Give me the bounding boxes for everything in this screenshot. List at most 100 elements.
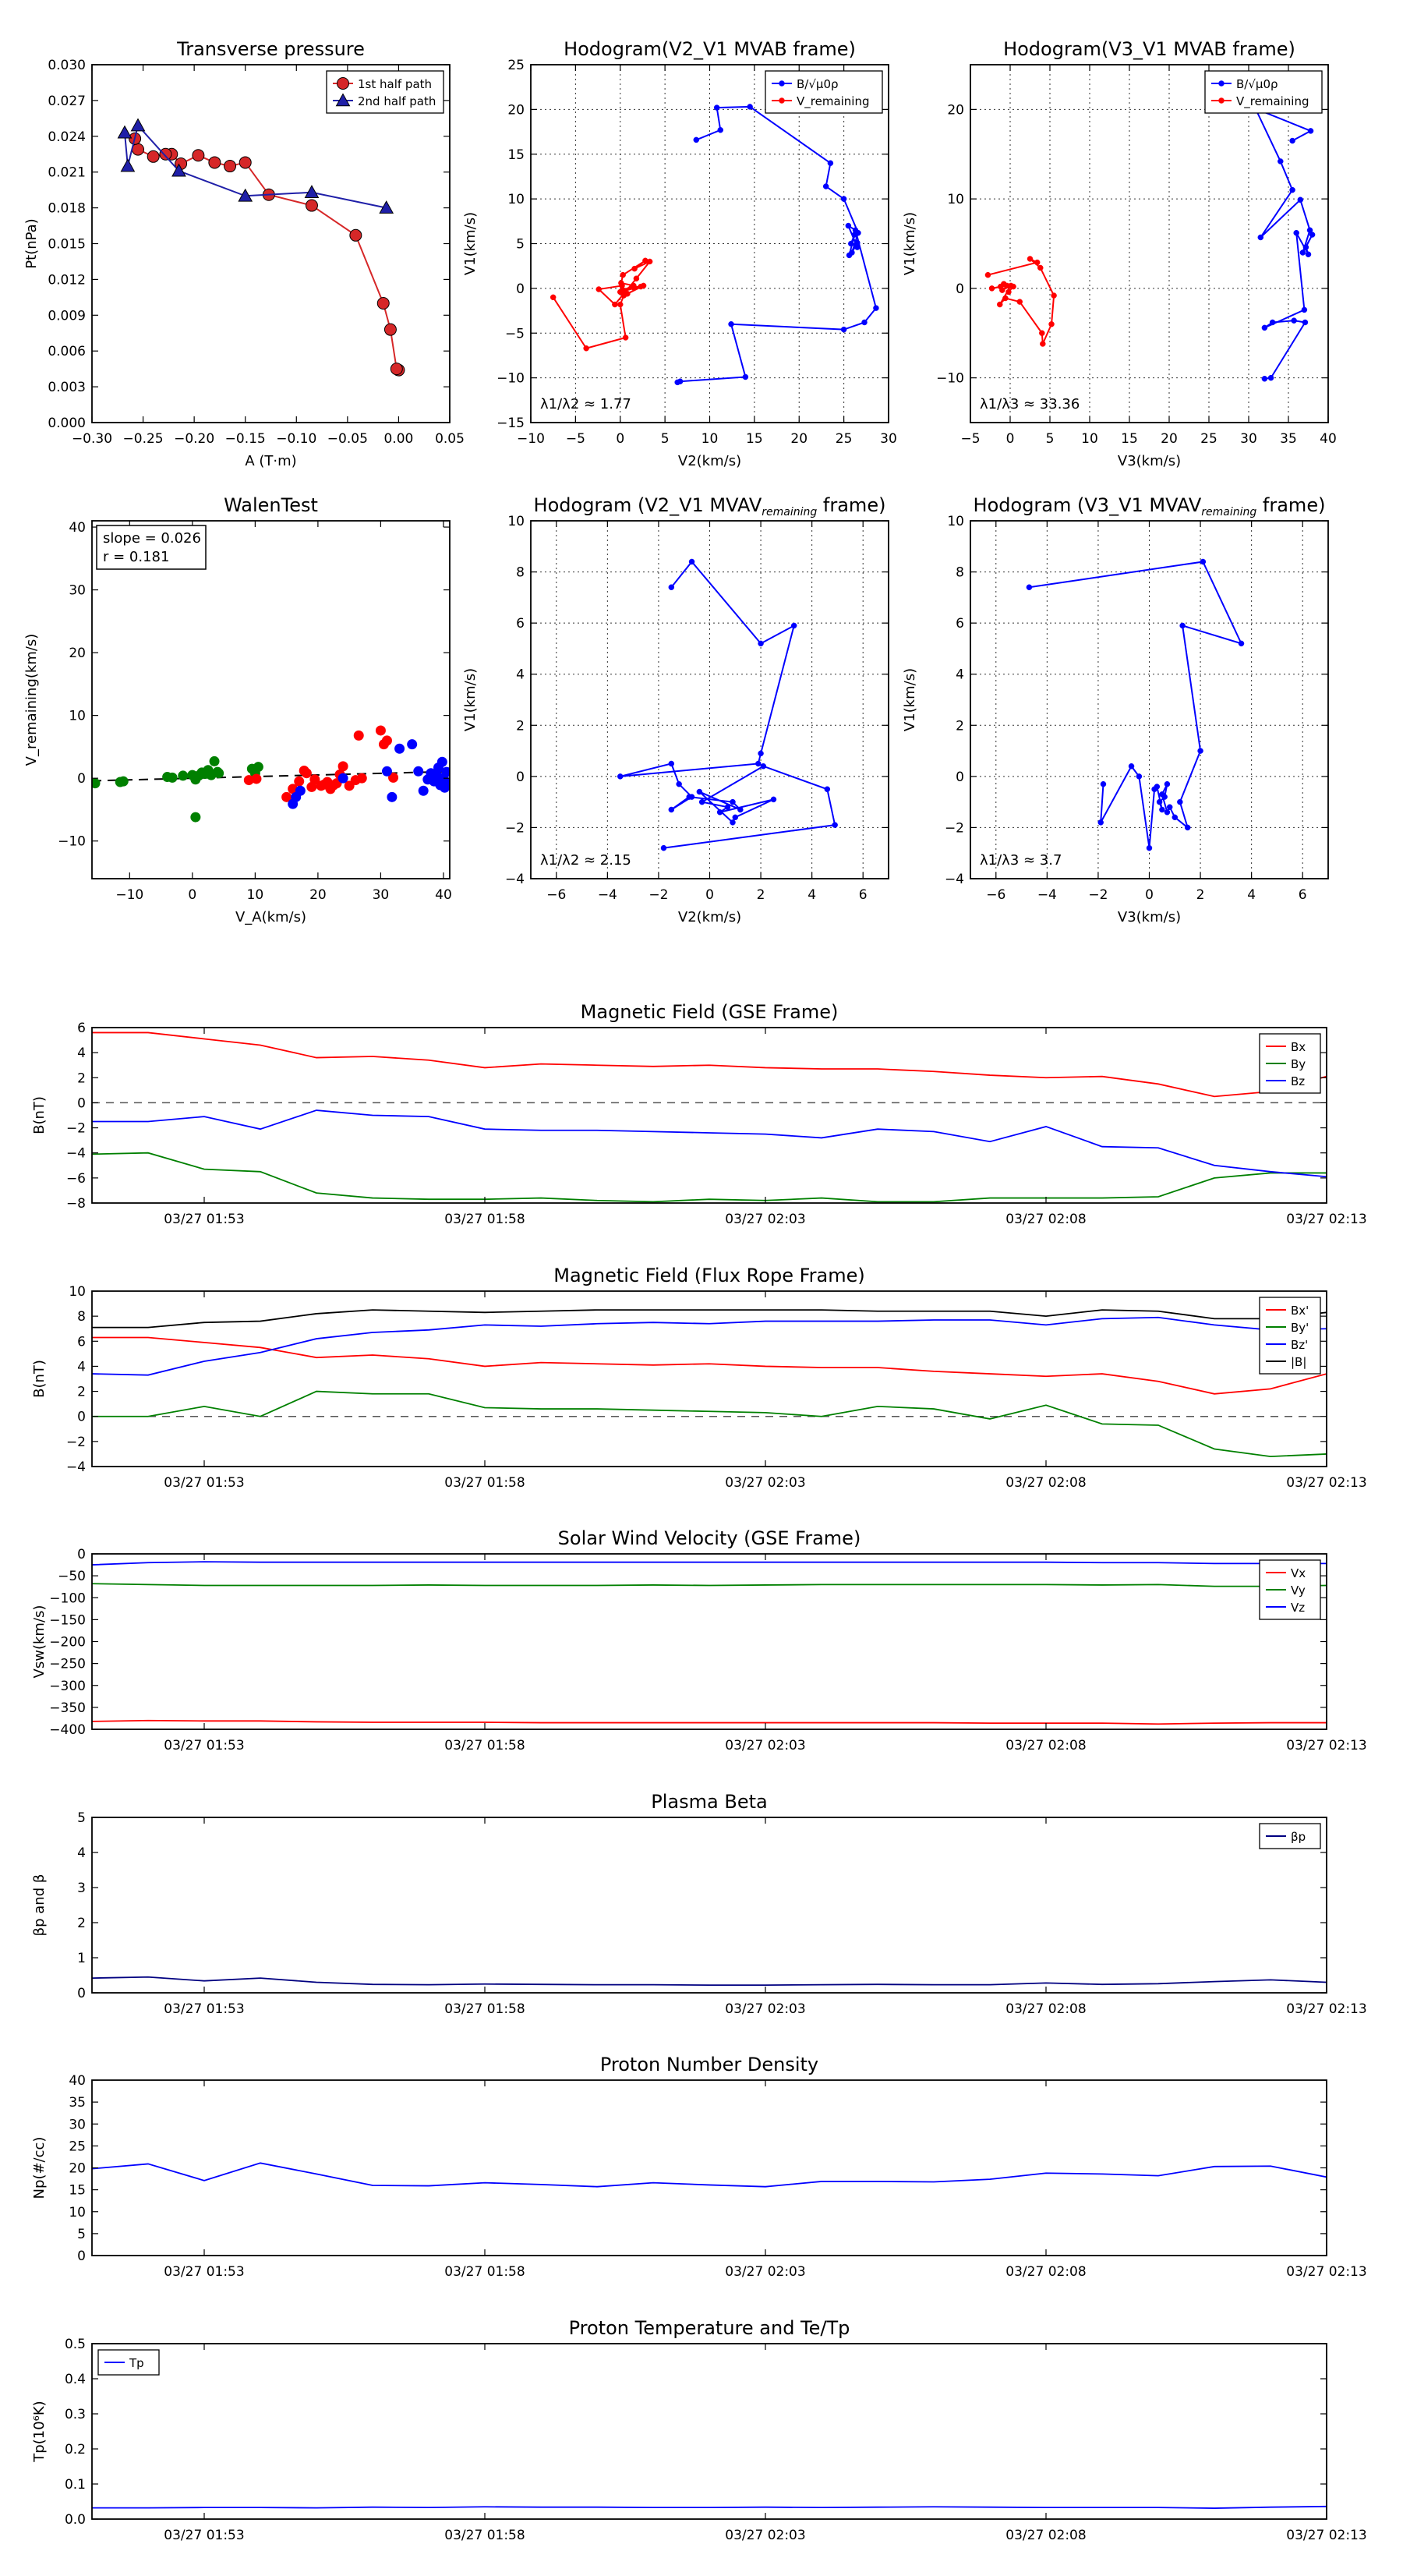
data-point <box>1166 804 1173 810</box>
data-point <box>356 773 367 784</box>
data-point <box>1269 319 1276 326</box>
data-point <box>742 373 749 380</box>
data-point <box>693 136 700 143</box>
data-point <box>1005 288 1012 295</box>
transverse-pressure-data <box>117 118 405 377</box>
x-tick-label: 03/27 02:13 <box>1286 1738 1366 1753</box>
data-point <box>1297 196 1304 203</box>
x-tick-label: 03/27 01:53 <box>164 1738 244 1753</box>
data-point <box>612 301 618 308</box>
series-line-2 <box>92 1561 1327 1566</box>
data-point <box>617 773 624 780</box>
y-tick-label: 0 <box>77 1547 86 1562</box>
y-tick-label: 6 <box>516 616 525 632</box>
series-line-0 <box>1029 561 1243 848</box>
hodogram-v3-v1-mvav-chart: −6 −4 −2 0 2 4 6 −4 −2 0 2 4 6 8 10 Hodogram (V3_V1 MVA… <box>902 494 1329 925</box>
data-point <box>147 150 160 163</box>
legend-label: Bx <box>1291 1040 1306 1054</box>
proton-temperature-title: Proton Temperature and Te/Tp <box>569 2317 850 2339</box>
data-point <box>668 584 675 590</box>
x-tick-label: 03/27 02:08 <box>1005 1475 1086 1491</box>
data-point <box>1309 232 1316 238</box>
y-tick-label: 0.3 <box>65 2407 86 2422</box>
series-line-1 <box>92 1390 1327 1458</box>
y-tick-label: 4 <box>77 1359 86 1375</box>
x-tick-label: −5 <box>960 431 980 447</box>
hodogram-v3-v1-mvav-annotation: λ1/λ3 ≈ 3.7 <box>980 852 1062 869</box>
y-tick-label: −2 <box>945 820 964 836</box>
mag-flux-rope-data <box>92 1309 1327 1458</box>
y-tick-label: 2 <box>77 1385 86 1400</box>
y-tick-label: −4 <box>66 1460 86 1475</box>
x-tick-label: −0.15 <box>225 431 266 447</box>
x-tick-label: 35 <box>1280 431 1297 447</box>
data-point <box>620 271 626 278</box>
hodogram-v3-v1-mvav-xlabel: V3(km/s) <box>1118 909 1181 925</box>
y-tick-label: 0.021 <box>48 165 86 181</box>
series-line-1 <box>92 1152 1327 1203</box>
data-point <box>1027 256 1034 262</box>
y-tick-label: −250 <box>49 1657 86 1672</box>
y-tick-label: 30 <box>69 2117 86 2132</box>
y-tick-label: 0.000 <box>48 416 86 431</box>
hodogram-v3-v1-mvab-frame <box>970 64 1329 423</box>
stats-line: slope = 0.026 <box>103 530 201 547</box>
series-line-0 <box>92 2505 1327 2509</box>
data-point <box>646 258 653 265</box>
data-point <box>1037 264 1044 271</box>
data-point <box>413 766 424 777</box>
proton-temperature-chart: 03/27 01:53 03/27 01:58 03/27 02:03 03/27 0… <box>31 2317 1367 2543</box>
y-tick-label: −10 <box>936 371 964 387</box>
data-point <box>1159 806 1165 813</box>
plasma-beta-chart: 03/27 01:53 03/27 01:58 03/27 02:03 03/27 0… <box>31 1791 1367 2017</box>
x-tick-label: 4 <box>1247 887 1256 903</box>
plasma-beta-ylabel: βp and β <box>31 1874 48 1937</box>
data-point <box>167 772 178 783</box>
hodogram-v3-v1-mvab-ylabel: V1(km/s) <box>902 212 918 275</box>
sw-velocity-ylabel: Vsw(km/s) <box>31 1605 48 1679</box>
legend-box <box>1259 1297 1321 1375</box>
data-point <box>984 271 991 278</box>
y-tick-label: 10 <box>507 192 525 207</box>
data-point <box>676 780 682 787</box>
hodogram-v2-v1-mvav-title: Hodogram (V2_V1 MVAVremaining frame) <box>534 494 886 518</box>
data-point <box>1301 306 1308 313</box>
data-point <box>1164 809 1171 816</box>
data-point <box>688 558 695 565</box>
y-tick-label: 25 <box>507 58 525 73</box>
data-point <box>988 285 995 292</box>
data-point <box>118 776 129 787</box>
legend-label: B/√μ0ρ <box>1236 77 1278 91</box>
data-point <box>770 796 777 803</box>
data-point <box>1257 234 1264 241</box>
data-point <box>1305 251 1312 258</box>
x-tick-label: 03/27 02:08 <box>1005 2264 1086 2280</box>
y-tick-label: 8 <box>516 565 525 581</box>
data-point <box>846 252 853 259</box>
data-point <box>716 809 723 816</box>
data-point <box>633 275 640 282</box>
x-tick-label: 03/27 02:03 <box>725 1212 805 1227</box>
legend-label: V_remaining <box>1236 94 1309 109</box>
legend-label: |B| <box>1291 1355 1306 1369</box>
x-tick-label: 03/27 02:08 <box>1005 2528 1086 2543</box>
y-tick-label: 4 <box>516 667 525 683</box>
data-point <box>1289 186 1295 193</box>
x-tick-label: 20 <box>1161 431 1178 447</box>
title-text: Transverse pressure <box>176 38 365 60</box>
y-tick-label: −2 <box>505 820 525 836</box>
y-tick-label: 6 <box>77 1334 86 1350</box>
data-point <box>1097 819 1104 826</box>
x-tick-label: 03/27 02:08 <box>1005 2001 1086 2017</box>
y-tick-label: 15 <box>69 2183 86 2199</box>
y-tick-label: 35 <box>69 2095 86 2111</box>
mag-flux-rope-ylabel: B(nT) <box>31 1360 48 1398</box>
x-tick-label: 5 <box>661 431 670 447</box>
data-point <box>251 773 262 784</box>
legend-marker <box>1218 80 1225 87</box>
y-tick-label: 0.006 <box>48 344 86 359</box>
y-tick-label: 0.009 <box>48 308 86 324</box>
y-tick-label: 15 <box>507 147 525 163</box>
x-tick-label: 10 <box>1081 431 1098 447</box>
